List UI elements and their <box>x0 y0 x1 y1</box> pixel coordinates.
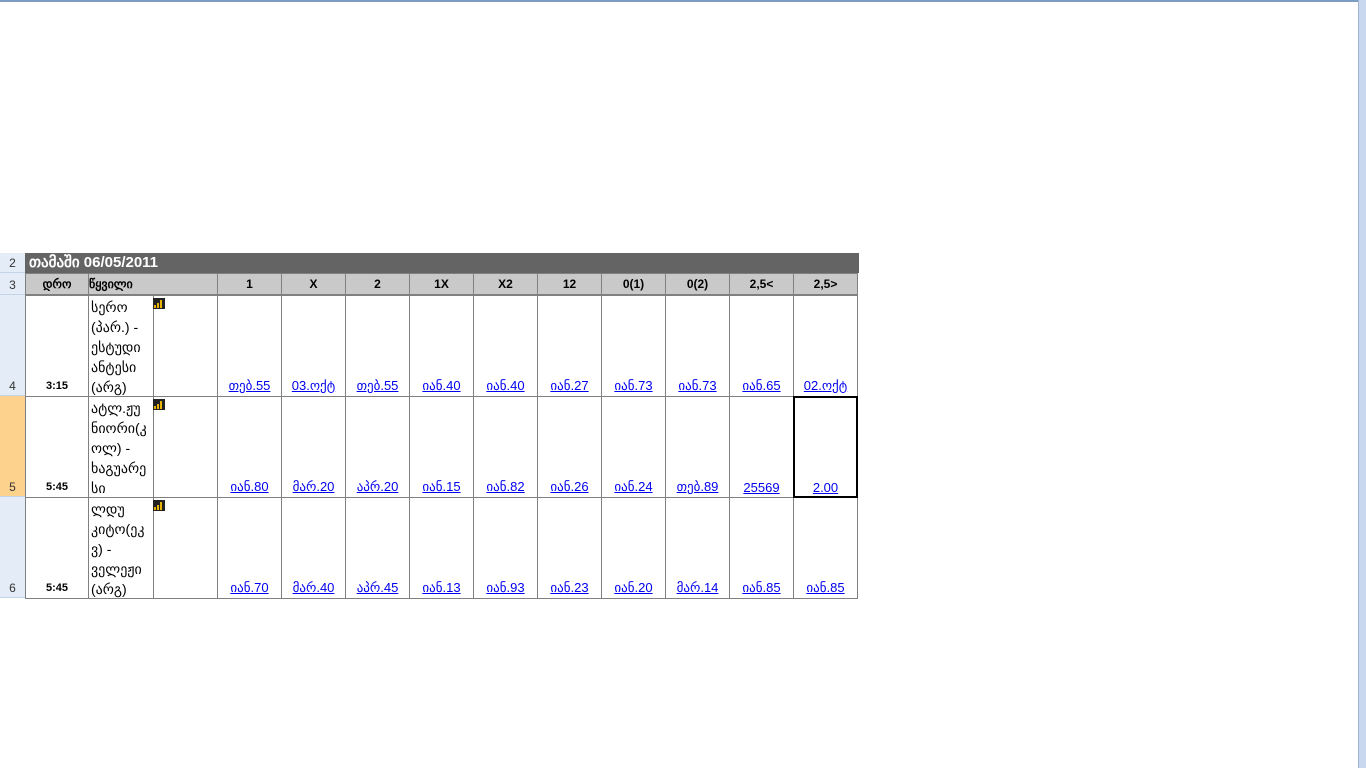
odds-cell[interactable]: მარ.40 <box>281 497 346 599</box>
row-header-4[interactable]: 4 <box>0 295 25 396</box>
odds-link[interactable]: იან.26 <box>550 479 589 494</box>
sheet-title[interactable]: თამაში 06/05/2011 <box>25 253 859 273</box>
odds-link[interactable]: იან.15 <box>422 479 461 494</box>
odds-cell[interactable]: თებ.89 <box>665 396 730 498</box>
odds-link[interactable]: იან.85 <box>742 580 781 595</box>
odds-cell[interactable]: იან.40 <box>473 295 538 397</box>
odds-cell[interactable]: იან.73 <box>665 295 730 397</box>
odds-link[interactable]: 02.ოქტ <box>803 378 848 393</box>
odds-link[interactable]: თებ.55 <box>356 378 399 393</box>
odds-cell[interactable]: იან.13 <box>409 497 474 599</box>
odds-cell[interactable]: იან.82 <box>473 396 538 498</box>
odds-cell[interactable]: იან.85 <box>793 497 858 599</box>
odds-link[interactable]: იან.40 <box>486 378 525 393</box>
odds-link[interactable]: იან.85 <box>806 580 845 595</box>
odds-cell[interactable]: იან.15 <box>409 396 474 498</box>
odds-link[interactable]: იან.70 <box>230 580 269 595</box>
odds-cell[interactable]: თებ.55 <box>345 295 410 397</box>
odds-link[interactable]: მარ.20 <box>292 479 335 494</box>
odds-link[interactable]: თებ.55 <box>228 378 271 393</box>
odds-cell[interactable]: 2.00 <box>793 396 858 498</box>
match-cell[interactable]: სერო (პარ.) - ესტუდი ანტესი (არგ) <box>88 295 154 397</box>
odds-link[interactable]: მარ.14 <box>676 580 719 595</box>
odds-cell[interactable]: იან.80 <box>217 396 282 498</box>
odds-link[interactable]: იან.65 <box>742 378 781 393</box>
odds-link[interactable]: 25569 <box>743 480 780 495</box>
odds-link[interactable]: იან.20 <box>614 580 653 595</box>
odds-link[interactable]: 2.00 <box>812 480 839 495</box>
stats-bar-icon[interactable] <box>153 500 165 511</box>
odds-link[interactable]: 03.ოქტ <box>291 378 336 393</box>
header-match[interactable]: წყვილი <box>88 273 218 295</box>
row-header-5[interactable]: 5 <box>0 396 25 497</box>
odds-cell[interactable]: აპრ.20 <box>345 396 410 498</box>
odds-cell[interactable]: იან.65 <box>729 295 794 397</box>
odds-link[interactable]: აპრ.20 <box>356 479 399 494</box>
odds-link[interactable]: იან.23 <box>550 580 589 595</box>
time-cell[interactable]: 5:45 <box>25 497 89 599</box>
odds-cell[interactable]: მარ.14 <box>665 497 730 599</box>
match-cell[interactable]: ლდუ კიტო(ეკ ვ) - ველეჟი (არგ) <box>88 497 154 599</box>
match-cell[interactable]: ატლ.ჟუ ნიორი(კ ოლ) - ხაგუარე სი <box>88 396 154 498</box>
header-odds-6[interactable]: 0(1) <box>601 273 666 295</box>
header-odds-0[interactable]: 1 <box>217 273 282 295</box>
row-header-2[interactable]: 2 <box>0 253 25 273</box>
odds-cell[interactable]: 25569 <box>729 396 794 498</box>
odds-cell[interactable]: იან.40 <box>409 295 474 397</box>
window-top-border <box>0 0 1366 2</box>
selected-cell-outline <box>793 396 858 498</box>
vertical-scrollbar[interactable] <box>1358 0 1366 768</box>
empty-cell[interactable] <box>153 295 218 397</box>
odds-link[interactable]: მარ.40 <box>292 580 335 595</box>
odds-cell[interactable]: იან.85 <box>729 497 794 599</box>
header-odds-1[interactable]: X <box>281 273 346 295</box>
empty-cell[interactable] <box>153 497 218 599</box>
odds-link[interactable]: იან.80 <box>230 479 269 494</box>
odds-cell[interactable]: იან.26 <box>537 396 602 498</box>
row-header-6[interactable]: 6 <box>0 497 25 598</box>
header-odds-9[interactable]: 2,5> <box>793 273 858 295</box>
odds-cell[interactable]: თებ.55 <box>217 295 282 397</box>
odds-cell[interactable]: იან.23 <box>537 497 602 599</box>
stats-bar-icon[interactable] <box>153 399 165 410</box>
odds-link[interactable]: იან.27 <box>550 378 589 393</box>
row-header-3[interactable]: 3 <box>0 273 25 295</box>
odds-cell[interactable]: იან.27 <box>537 295 602 397</box>
time-cell[interactable]: 3:15 <box>25 295 89 397</box>
odds-link[interactable]: აპრ.45 <box>356 580 399 595</box>
empty-cell[interactable] <box>153 396 218 498</box>
odds-cell[interactable]: მარ.20 <box>281 396 346 498</box>
time-cell[interactable]: 5:45 <box>25 396 89 498</box>
odds-link[interactable]: იან.24 <box>614 479 653 494</box>
header-odds-4[interactable]: X2 <box>473 273 538 295</box>
odds-link[interactable]: იან.82 <box>486 479 525 494</box>
odds-link[interactable]: იან.73 <box>614 378 653 393</box>
odds-cell[interactable]: იან.70 <box>217 497 282 599</box>
odds-cell[interactable]: იან.20 <box>601 497 666 599</box>
odds-cell[interactable]: იან.73 <box>601 295 666 397</box>
odds-link[interactable]: იან.40 <box>422 378 461 393</box>
odds-cell[interactable]: 02.ოქტ <box>793 295 858 397</box>
odds-cell[interactable]: იან.24 <box>601 396 666 498</box>
odds-cell[interactable]: იან.93 <box>473 497 538 599</box>
stats-bar-icon[interactable] <box>153 298 165 309</box>
header-odds-5[interactable]: 12 <box>537 273 602 295</box>
header-odds-8[interactable]: 2,5< <box>729 273 794 295</box>
odds-cell[interactable]: აპრ.45 <box>345 497 410 599</box>
header-odds-2[interactable]: 2 <box>345 273 410 295</box>
odds-link[interactable]: იან.73 <box>678 378 717 393</box>
odds-cell[interactable]: 03.ოქტ <box>281 295 346 397</box>
header-time[interactable]: დრო <box>25 273 89 295</box>
header-odds-3[interactable]: 1X <box>409 273 474 295</box>
header-odds-7[interactable]: 0(2) <box>665 273 730 295</box>
odds-link[interactable]: იან.13 <box>422 580 461 595</box>
odds-link[interactable]: თებ.89 <box>676 479 719 494</box>
odds-link[interactable]: იან.93 <box>486 580 525 595</box>
